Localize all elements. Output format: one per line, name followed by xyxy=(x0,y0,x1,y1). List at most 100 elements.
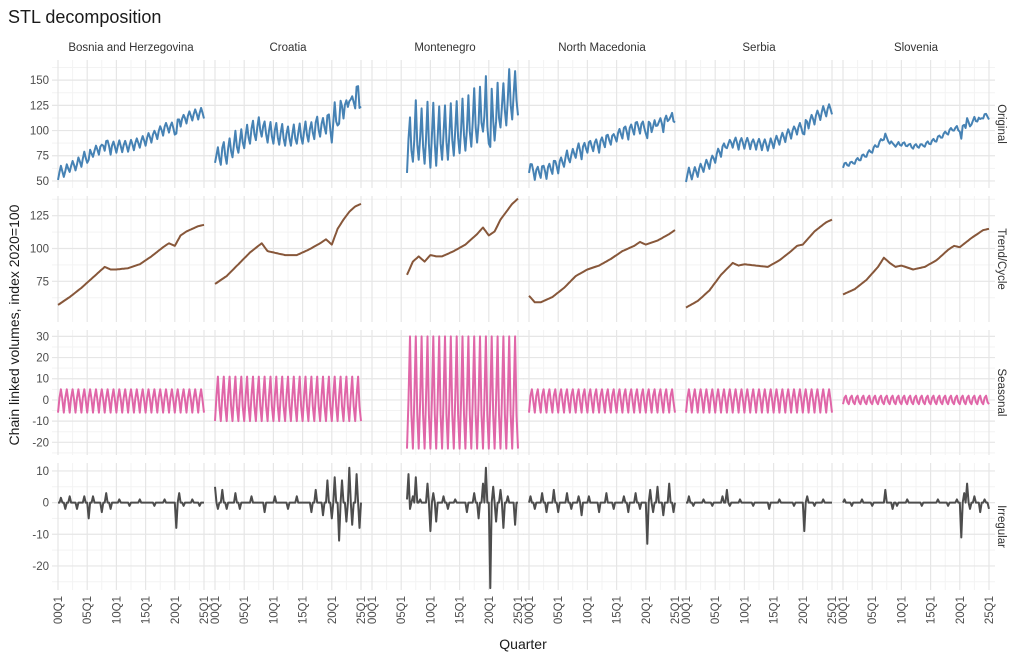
x-tick-label: 25Q1 xyxy=(356,596,368,624)
facet-row-label: Original xyxy=(995,104,1007,144)
facet-row-label: Trend/Cycle xyxy=(995,228,1007,290)
x-tick-label: 00Q1 xyxy=(367,596,379,624)
x-tick-label: 25Q1 xyxy=(984,596,996,624)
x-tick-label: 05Q1 xyxy=(82,596,94,624)
y-tick-label: 10 xyxy=(36,374,49,386)
facet-panel xyxy=(209,463,367,590)
x-tick-label: 10Q1 xyxy=(111,596,123,624)
facet-panel xyxy=(680,60,838,188)
y-tick-label: 125 xyxy=(30,211,49,223)
series-line-original xyxy=(842,112,990,169)
x-tick-label: 00Q1 xyxy=(210,596,222,624)
facet-panel xyxy=(366,463,524,590)
series-line-trend-cycle xyxy=(57,223,205,306)
y-tick-label: 0 xyxy=(43,395,49,407)
x-tick-label: 20Q1 xyxy=(170,596,182,624)
y-tick-label: 10 xyxy=(36,466,49,478)
facet-panel xyxy=(52,196,210,322)
x-tick-label: 15Q1 xyxy=(298,596,310,624)
x-tick-label: 10Q1 xyxy=(268,596,280,624)
facet-strip-label: Bosnia and Herzegovina xyxy=(68,42,194,54)
x-tick-label: 05Q1 xyxy=(867,596,879,624)
facet-panel xyxy=(52,463,210,590)
chart-title: STL decomposition xyxy=(8,7,161,27)
series-line-original xyxy=(406,68,519,173)
x-tick-label: 05Q1 xyxy=(710,596,722,624)
facet-panel xyxy=(523,60,681,188)
series-line-irregular xyxy=(58,492,204,529)
series-line-trend-cycle xyxy=(214,202,362,285)
series-line-seasonal xyxy=(842,394,990,406)
x-tick-label: 20Q1 xyxy=(484,596,496,624)
y-tick-label: 20 xyxy=(36,353,49,365)
y-tick-label: -10 xyxy=(32,529,49,541)
y-tick-label: 30 xyxy=(36,331,49,343)
facet-panel xyxy=(680,330,838,455)
facet-panel xyxy=(837,330,995,455)
facet-panel xyxy=(52,60,210,188)
x-tick-label: 10Q1 xyxy=(739,596,751,624)
y-tick-label: 75 xyxy=(36,151,49,163)
series-line-original xyxy=(57,106,205,181)
series-line-seasonal xyxy=(214,375,362,423)
series-line-seasonal xyxy=(57,388,205,414)
facet-panel xyxy=(837,196,995,322)
series-line-irregular xyxy=(528,482,676,545)
facet-strip-label: Croatia xyxy=(269,42,307,54)
x-tick-label: 00Q1 xyxy=(524,596,536,624)
facet-panel xyxy=(366,330,524,455)
y-tick-label: 100 xyxy=(30,126,49,138)
series-line-trend-cycle xyxy=(406,197,519,276)
x-tick-label: 10Q1 xyxy=(425,596,437,624)
facet-panel xyxy=(366,60,524,188)
x-tick-label: 15Q1 xyxy=(141,596,153,624)
x-tick-label: 15Q1 xyxy=(455,596,467,624)
series-line-trend-cycle xyxy=(528,229,676,304)
y-tick-label: -20 xyxy=(32,437,49,449)
y-axis-label: Chain linked volumes, index 2020=100 xyxy=(6,204,22,445)
y-tick-label: 100 xyxy=(30,244,49,256)
series-line-original xyxy=(685,103,833,183)
x-tick-label: 05Q1 xyxy=(396,596,408,624)
facet-row-label: Irregular xyxy=(995,505,1007,548)
series-line-original xyxy=(528,111,676,181)
x-tick-label: 05Q1 xyxy=(239,596,251,624)
x-tick-label: 00Q1 xyxy=(681,596,693,624)
x-tick-label: 20Q1 xyxy=(955,596,967,624)
x-tick-label: 20Q1 xyxy=(327,596,339,624)
facet-strip-label: Montenegro xyxy=(414,42,475,54)
series-line-irregular xyxy=(686,488,832,533)
facet-panel xyxy=(837,463,995,590)
facet-panel xyxy=(523,196,681,322)
series-line-seasonal xyxy=(685,388,833,414)
y-tick-label: 0 xyxy=(43,498,49,510)
y-tick-label: -20 xyxy=(32,561,49,573)
x-tick-label: 05Q1 xyxy=(553,596,565,624)
y-tick-label: 125 xyxy=(30,100,49,112)
x-tick-label: 10Q1 xyxy=(896,596,908,624)
facet-strip-label: North Macedonia xyxy=(558,42,646,54)
facet-panel xyxy=(680,196,838,322)
series-line-irregular xyxy=(406,466,518,590)
series-line-seasonal xyxy=(406,335,519,450)
series-line-trend-cycle xyxy=(842,227,990,296)
x-tick-label: 20Q1 xyxy=(641,596,653,624)
facet-panel xyxy=(209,330,367,455)
y-tick-label: -10 xyxy=(32,416,49,428)
x-axis-label: Quarter xyxy=(499,636,547,652)
x-tick-label: 25Q1 xyxy=(827,596,839,624)
facet-panel xyxy=(52,330,210,455)
x-tick-label: 00Q1 xyxy=(53,596,65,624)
series-line-irregular xyxy=(842,482,990,539)
x-tick-label: 15Q1 xyxy=(769,596,781,624)
y-tick-label: 50 xyxy=(36,176,49,188)
x-tick-label: 25Q1 xyxy=(513,596,525,624)
y-tick-label: 75 xyxy=(36,276,49,288)
facet-row-label: Seasonal xyxy=(995,369,1007,417)
facet-panel xyxy=(837,60,995,188)
x-tick-label: 25Q1 xyxy=(199,596,211,624)
facet-panel xyxy=(209,60,367,188)
facet-strip-label: Serbia xyxy=(742,42,776,54)
series-line-original xyxy=(214,85,362,166)
